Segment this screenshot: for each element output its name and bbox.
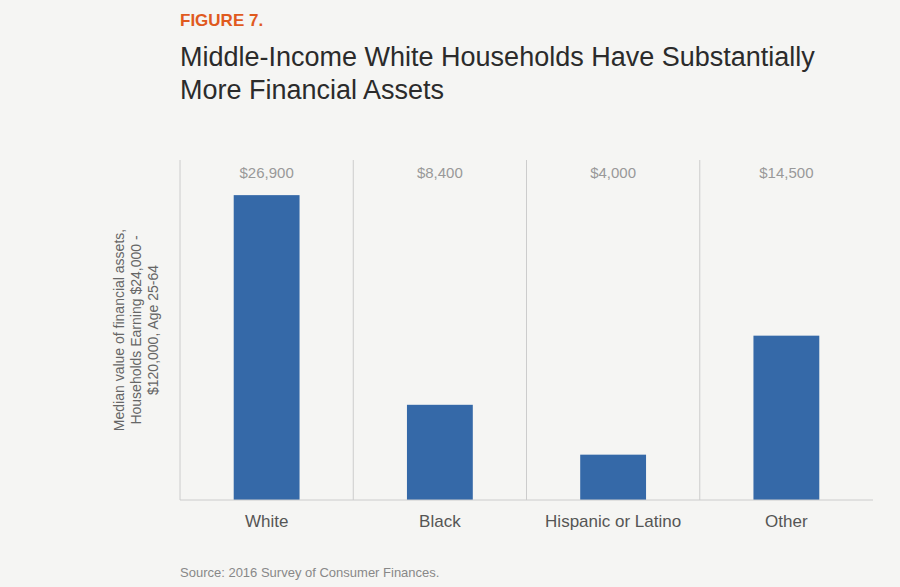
y-axis-label: Median value of financial assets,: [111, 229, 127, 431]
data-label: $8,400: [417, 164, 463, 181]
x-tick-label: White: [245, 512, 288, 531]
figure-label: FIGURE 7.: [180, 11, 263, 30]
background: [0, 0, 900, 587]
y-axis-label: Households Earning $24,000 -: [128, 235, 144, 424]
bars: [234, 195, 820, 500]
data-label: $14,500: [759, 164, 813, 181]
data-label: $4,000: [590, 164, 636, 181]
bar: [753, 336, 819, 500]
bar: [234, 195, 300, 500]
data-label: $26,900: [240, 164, 294, 181]
x-axis-line: [180, 500, 873, 501]
x-tick-label: Hispanic or Latino: [545, 512, 681, 531]
title: More Financial Assets: [180, 75, 444, 105]
chart: FIGURE 7. Middle-Income White Households …: [0, 0, 900, 587]
x-tick-label: Other: [765, 512, 808, 531]
x-tick-label: Black: [419, 512, 461, 531]
y-axis-label: $120,000, Age 25-64: [145, 265, 161, 395]
column-divider: [699, 160, 700, 500]
y-axis-line: [180, 160, 181, 500]
title: Middle-Income White Households Have Subs…: [180, 42, 815, 72]
bar: [580, 455, 646, 500]
column-divider: [526, 160, 527, 500]
bar: [407, 405, 473, 500]
column-divider: [353, 160, 354, 500]
source: Source: 2016 Survey of Consumer Finances…: [180, 565, 439, 580]
